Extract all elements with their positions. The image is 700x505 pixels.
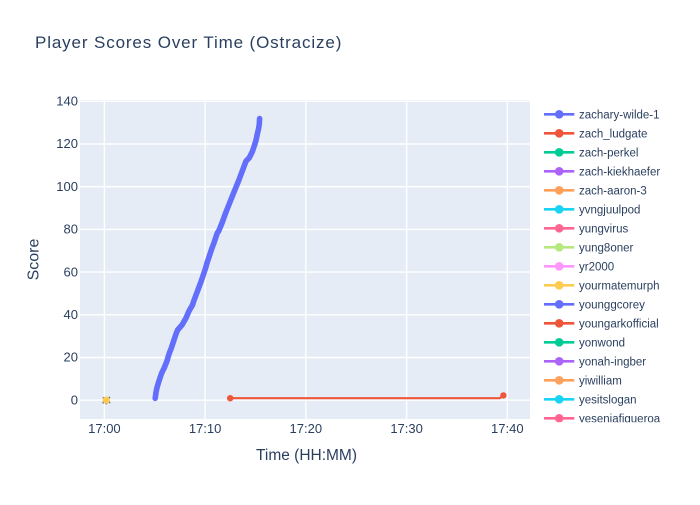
svg-text:yung8oner: yung8oner [579, 243, 634, 255]
svg-text:yvngjuulpod: yvngjuulpod [579, 205, 640, 217]
svg-text:120: 120 [56, 136, 78, 151]
svg-text:17:30: 17:30 [390, 421, 423, 436]
svg-text:Time (HH:MM): Time (HH:MM) [256, 447, 357, 464]
svg-text:zachary-wilde-1: zachary-wilde-1 [579, 110, 660, 122]
svg-text:0: 0 [71, 392, 78, 407]
svg-text:140: 140 [56, 94, 78, 109]
svg-text:zach-aaron-3: zach-aaron-3 [579, 186, 647, 198]
svg-text:40: 40 [64, 307, 78, 322]
svg-text:80: 80 [64, 222, 78, 237]
svg-text:yungvirus: yungvirus [579, 224, 628, 236]
svg-text:yesitslogan: yesitslogan [579, 395, 637, 407]
svg-text:20: 20 [64, 350, 78, 365]
svg-text:60: 60 [64, 264, 78, 279]
svg-text:17:40: 17:40 [491, 421, 524, 436]
svg-text:100: 100 [56, 179, 78, 194]
svg-text:yourmatemurph: yourmatemurph [579, 281, 660, 293]
svg-text:Player Scores Over Time (Ostra: Player Scores Over Time (Ostracize) [35, 33, 342, 52]
svg-text:17:20: 17:20 [290, 421, 323, 436]
svg-text:yr2000: yr2000 [579, 262, 614, 274]
svg-text:17:10: 17:10 [189, 421, 222, 436]
svg-text:younggcorey: younggcorey [579, 300, 645, 312]
svg-text:yonah-ingber: yonah-ingber [579, 357, 646, 369]
svg-text:yonwond: yonwond [579, 338, 625, 350]
svg-text:yiwilliam: yiwilliam [579, 376, 622, 388]
svg-text:youngarkofficial: youngarkofficial [579, 319, 659, 331]
svg-text:zach_ludgate: zach_ludgate [579, 129, 647, 141]
svg-text:zach-kiekhaefer: zach-kiekhaefer [579, 167, 660, 179]
svg-text:17:00: 17:00 [88, 421, 121, 436]
svg-text:Score: Score [26, 239, 43, 281]
svg-text:zach-perkel: zach-perkel [579, 148, 638, 160]
svg-text:yeseniafigueroa: yeseniafigueroa [579, 414, 661, 426]
